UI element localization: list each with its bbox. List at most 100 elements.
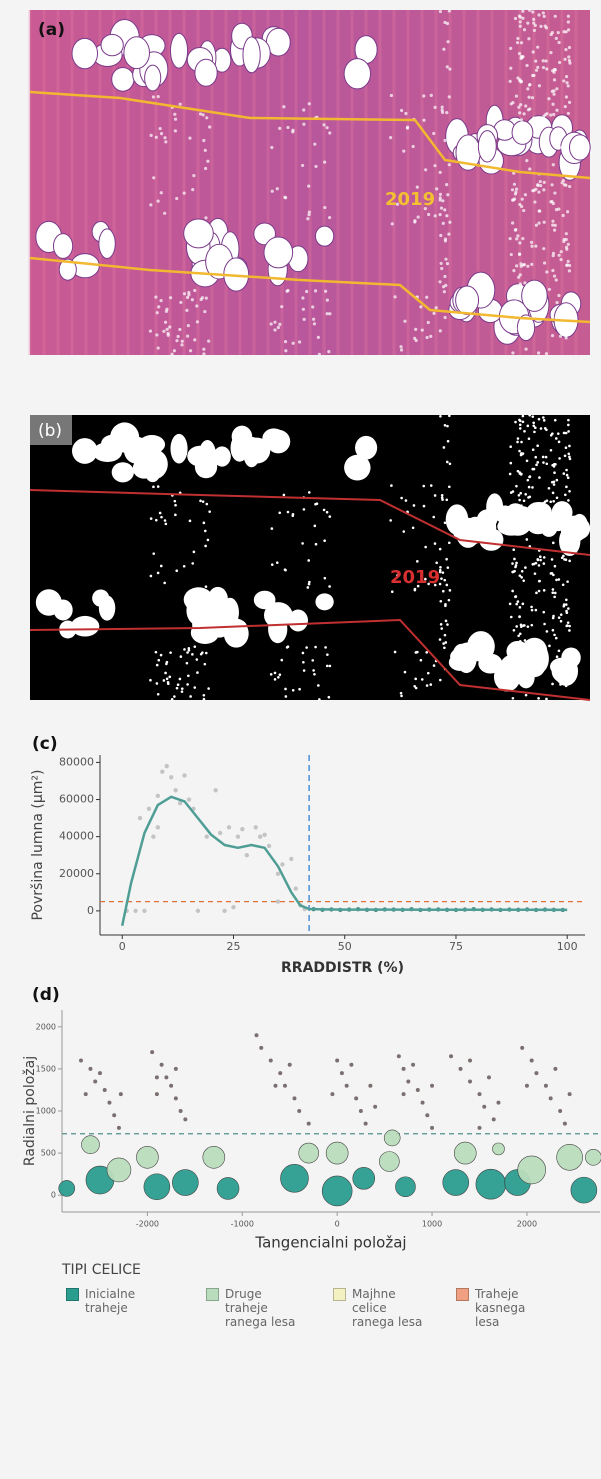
cell <box>547 97 550 100</box>
legend-label: Druge traheje ranega lesa <box>225 1287 303 1329</box>
cell <box>526 87 529 90</box>
cell <box>520 441 523 444</box>
cell <box>554 419 557 422</box>
cell <box>324 290 327 293</box>
cell <box>202 348 205 351</box>
cell <box>557 432 560 435</box>
cell <box>534 572 537 575</box>
cell <box>511 221 514 224</box>
cell <box>301 542 304 545</box>
cell <box>518 253 521 256</box>
cell <box>175 339 178 342</box>
cell <box>282 105 285 108</box>
cell <box>568 46 571 49</box>
cell <box>537 351 540 354</box>
cell <box>524 289 527 292</box>
cell <box>519 423 522 426</box>
bubble <box>443 1170 469 1196</box>
cell <box>512 269 515 272</box>
cell <box>405 499 408 502</box>
cell <box>157 200 160 203</box>
cell <box>562 214 565 217</box>
data-point <box>273 1084 277 1088</box>
cell <box>276 187 279 190</box>
cell <box>286 126 289 129</box>
cell <box>538 84 541 87</box>
cell <box>183 191 186 194</box>
cell <box>567 607 570 610</box>
vessel <box>478 514 496 541</box>
cell <box>420 659 423 662</box>
cell <box>188 137 191 140</box>
cell <box>532 21 535 24</box>
cell <box>442 48 445 51</box>
cell <box>404 112 407 115</box>
cell <box>565 246 568 249</box>
data-point <box>196 909 200 913</box>
cell <box>555 301 558 304</box>
cell <box>160 654 163 657</box>
data-point <box>93 1080 97 1084</box>
cell <box>553 596 556 599</box>
cell <box>448 541 451 544</box>
cell <box>439 415 442 418</box>
cell <box>205 503 208 506</box>
data-point <box>568 1092 572 1096</box>
cell <box>531 10 534 13</box>
cell <box>567 621 570 624</box>
cell <box>175 569 178 572</box>
vessel <box>315 226 333 246</box>
cell <box>303 508 306 511</box>
cell <box>559 683 562 686</box>
cell <box>442 571 445 574</box>
cell <box>160 565 163 568</box>
data-point <box>254 825 258 829</box>
cell <box>555 109 558 112</box>
cell <box>509 80 512 83</box>
cell <box>445 214 448 217</box>
cell <box>521 570 524 573</box>
cell <box>150 517 153 520</box>
cell <box>444 522 447 525</box>
cell <box>448 67 451 70</box>
vessel <box>101 34 123 55</box>
cell <box>434 494 437 497</box>
cell <box>204 663 207 666</box>
cell <box>542 611 545 614</box>
vessel <box>124 37 150 69</box>
cell <box>520 41 523 44</box>
cell <box>149 329 152 332</box>
data-point <box>349 1063 353 1067</box>
cell <box>149 679 152 682</box>
cell <box>179 301 182 304</box>
cell <box>563 123 566 126</box>
cell <box>328 131 331 134</box>
bubble <box>280 1164 308 1192</box>
cell <box>314 646 317 649</box>
cell <box>439 638 442 641</box>
cell <box>312 669 315 672</box>
cell <box>566 672 569 675</box>
cell <box>286 646 289 649</box>
cell <box>390 94 393 97</box>
cell <box>528 96 531 99</box>
cell <box>318 698 321 701</box>
cell <box>553 483 556 486</box>
cell <box>515 95 518 98</box>
cell <box>568 625 571 628</box>
cell <box>553 471 556 474</box>
cell <box>442 590 445 593</box>
cell <box>539 644 542 647</box>
data-point <box>169 775 173 779</box>
cell <box>546 499 549 502</box>
data-point <box>558 1109 562 1113</box>
cell <box>565 610 568 613</box>
cell <box>521 55 524 58</box>
cell <box>180 343 183 346</box>
cell <box>536 66 539 69</box>
cell <box>156 664 159 667</box>
bubble <box>172 1170 198 1196</box>
cell <box>174 504 177 507</box>
legend-item: Majhne celice ranega lesa <box>333 1287 453 1329</box>
cell <box>539 25 542 28</box>
